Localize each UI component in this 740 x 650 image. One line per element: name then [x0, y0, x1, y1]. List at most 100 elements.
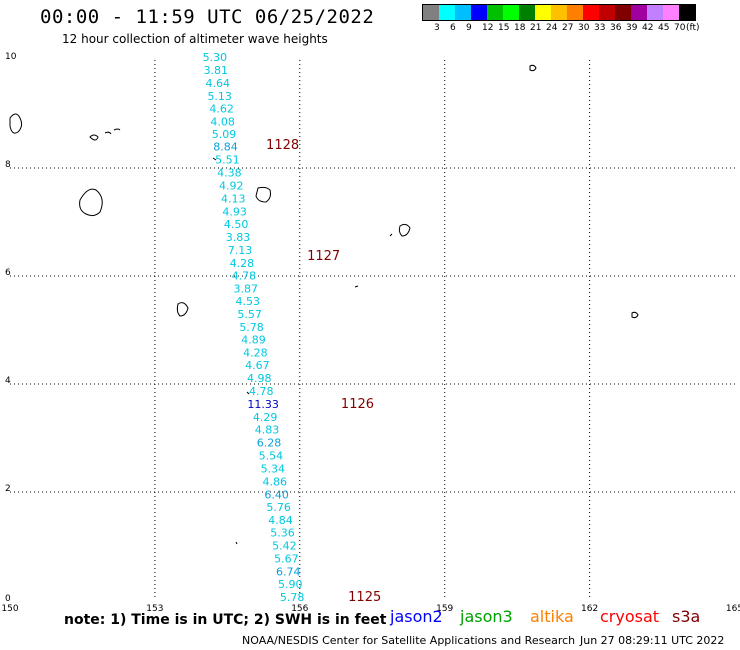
- wave-height-value: 4.86: [263, 475, 288, 488]
- y-tick-label: 6: [5, 268, 11, 278]
- wave-height-value: 4.92: [219, 180, 244, 193]
- wave-height-value: 5.30: [203, 51, 228, 64]
- legend-swatch: [455, 5, 471, 20]
- wave-height-value: 4.89: [241, 334, 266, 347]
- wave-height-value: 4.53: [235, 295, 260, 308]
- legend-label: 21: [530, 23, 542, 33]
- legend-swatch: [471, 5, 487, 20]
- wave-height-value: 4.13: [221, 193, 246, 206]
- y-tick-label: 0: [5, 594, 11, 604]
- legend-swatch: [503, 5, 519, 20]
- legend-label: 3: [434, 23, 440, 33]
- satellite-name: jason3: [460, 607, 513, 626]
- wave-height-value: 5.67: [274, 552, 299, 565]
- legend-label: 70: [674, 23, 686, 33]
- legend-swatch: [487, 5, 503, 20]
- wave-height-value: 5.09: [212, 128, 237, 141]
- legend-swatch: [583, 5, 599, 20]
- island-shape: [176, 302, 189, 317]
- island-shape: [212, 157, 393, 545]
- x-tick-label: 150: [1, 604, 18, 614]
- legend-swatch: [631, 5, 647, 20]
- map-title: 00:00 - 11:59 UTC 06/25/2022: [40, 6, 375, 28]
- wave-height-value: 5.78: [280, 591, 305, 604]
- wave-height-value: 5.76: [266, 501, 291, 514]
- island-shape: [9, 113, 23, 134]
- pass-number-label: 1126: [341, 397, 374, 412]
- wave-height-value: 4.78: [232, 269, 257, 282]
- legend-label: 12: [482, 23, 494, 33]
- wave-height-value: 5.42: [272, 539, 297, 552]
- legend-swatch: [615, 5, 631, 20]
- satellite-name: s3a: [672, 607, 701, 626]
- wave-height-value: 5.57: [237, 308, 262, 321]
- wave-height-value: 4.38: [217, 167, 242, 180]
- wave-height-value: 8.84: [213, 141, 238, 154]
- legend-swatch: [679, 5, 695, 20]
- pass-labels: 1128 1127 1126 1125: [266, 138, 381, 605]
- wave-height-value: 4.08: [210, 116, 235, 129]
- wave-height-value: 5.34: [261, 462, 286, 475]
- island-shape: [89, 128, 121, 141]
- legend-swatch: [567, 5, 583, 20]
- legend-label: 45: [658, 23, 670, 33]
- legend-label: 39: [626, 23, 638, 33]
- wave-height-value: 6.40: [264, 488, 289, 501]
- wave-height-value: 4.28: [243, 347, 268, 360]
- map-subtitle: 12 hour collection of altimeter wave hei…: [62, 32, 328, 46]
- color-legend: 3 6 9 12 15 18 21 24 27 30 33 36 39 42 45 70 (ft): [422, 4, 700, 35]
- map-grid: [10, 60, 735, 600]
- island-shape: [398, 223, 411, 237]
- legend-label: 15: [498, 23, 510, 33]
- wave-height-value: 5.54: [259, 450, 284, 463]
- wave-height-value: 11.33: [247, 398, 279, 411]
- wave-height-value: 4.50: [224, 218, 249, 231]
- legend-swatch: [439, 5, 455, 20]
- wave-height-value: 4.83: [255, 424, 280, 437]
- wave-height-value: 4.78: [249, 385, 274, 398]
- x-tick-label: 153: [146, 604, 163, 614]
- legend-label: 6: [450, 23, 456, 33]
- wave-height-value: 6.28: [257, 437, 282, 450]
- legend-swatch: [551, 5, 567, 20]
- wave-height-value: 3.81: [204, 64, 229, 77]
- altimeter-track: 5.303.814.645.134.624.085.098.845.514.38…: [203, 51, 305, 604]
- wave-height-value: 3.83: [226, 231, 251, 244]
- legend-swatch: [519, 5, 535, 20]
- legend-label: 9: [466, 23, 472, 33]
- wave-height-value: 3.87: [234, 282, 259, 295]
- wave-height-value: 4.29: [253, 411, 278, 424]
- wave-height-value: 4.28: [230, 257, 255, 270]
- wave-height-value: 7.13: [228, 244, 253, 257]
- legend-label: 18: [514, 23, 526, 33]
- island-shape: [79, 188, 103, 217]
- legend-label: 42: [642, 23, 654, 33]
- generation-timestamp: Jun 27 08:29:11 UTC 2022: [580, 634, 725, 647]
- pass-number-label: 1127: [307, 249, 340, 264]
- legend-swatch: [599, 5, 615, 20]
- x-tick-label: 162: [581, 604, 598, 614]
- wave-height-value: 6.74: [276, 565, 301, 578]
- legend-label: 30: [578, 23, 590, 33]
- wave-height-value: 5.36: [270, 526, 295, 539]
- axis-tick-labels: 150 153 156 159 162 165 0 2 4 6 8 10: [1, 52, 740, 614]
- footer-note: note: 1) Time is in UTC; 2) SWH is in fe…: [64, 612, 387, 628]
- pass-number-label: 1128: [266, 138, 299, 153]
- wave-height-value: 5.78: [239, 321, 264, 334]
- wave-height-value: 5.13: [207, 90, 232, 103]
- y-tick-label: 2: [5, 484, 11, 494]
- wave-height-value: 4.98: [247, 372, 272, 385]
- x-tick-label: 159: [436, 604, 453, 614]
- satellite-name: altika: [530, 607, 574, 626]
- legend-color-bar: [422, 4, 696, 21]
- coastlines: [9, 64, 639, 545]
- y-tick-label: 4: [5, 376, 11, 386]
- credit-line: NOAA/NESDIS Center for Satellite Applica…: [242, 634, 576, 647]
- legend-label: (ft): [686, 23, 700, 33]
- legend-label: 24: [546, 23, 558, 33]
- legend-swatch: [423, 5, 439, 20]
- legend-swatch: [663, 5, 679, 20]
- island-shape: [529, 64, 537, 72]
- pass-number-label: 1125: [348, 590, 381, 605]
